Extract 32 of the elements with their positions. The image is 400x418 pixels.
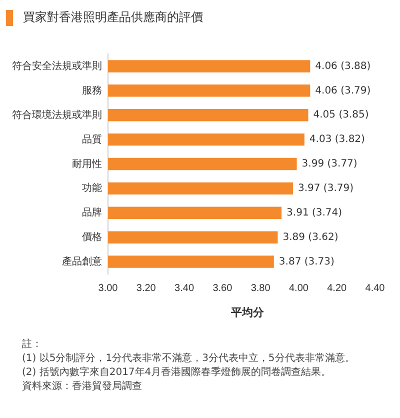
data-label: 4.05 (3.85) (313, 110, 369, 121)
y-tick-label: 品牌 (82, 206, 102, 219)
x-tick-label: 3.20 (136, 282, 156, 294)
source-note: 資料來源：香港貿發局調查 (22, 380, 143, 394)
y-tick-label: 耐用性 (72, 158, 102, 170)
y-tick-label: 品質 (82, 133, 102, 146)
text: (1) 以5分制評分，1分代表非常不滿意，3分代表中立，5分代表非常滿意。 (22, 352, 355, 366)
x-tick-label: 4.20 (327, 282, 348, 294)
y-tick-label: 服務 (82, 84, 102, 96)
chart-title: 買家對香港照明產品供應商的評價 (23, 9, 203, 26)
y-tick-label: 產品創意 (62, 256, 102, 268)
text: 註： (22, 338, 43, 352)
x-tick-label: 3.40 (174, 282, 194, 294)
x-tick-label: 4.40 (365, 282, 386, 294)
data-label: 3.87 (3.73) (278, 256, 335, 268)
data-label: 3.97 (3.79) (298, 183, 354, 194)
y-tick-label: 符合環境法規或準則 (12, 108, 102, 121)
x-tick-label: 3.00 (98, 282, 118, 294)
data-label: 4.03 (3.82) (309, 134, 366, 146)
data-label: 3.91 (3.74) (286, 207, 342, 218)
x-axis-title: 平均分 (230, 305, 265, 320)
data-label: 4.06 (3.88) (315, 60, 371, 72)
data-label: 4.06 (3.79) (315, 85, 371, 96)
text: (2) 括號內數字來自2017年4月香港國際春季燈飾展的問卷調查結果。 (22, 366, 332, 380)
y-tick-label: 價格 (82, 231, 102, 244)
x-tick-label: 4.00 (288, 282, 309, 294)
y-tick-label: 功能 (82, 182, 102, 194)
y-tick-label: 符合安全法規或準則 (12, 60, 102, 72)
x-tick-label: 3.60 (212, 282, 233, 294)
data-label: 3.99 (3.77) (302, 158, 358, 170)
data-label: 3.89 (3.62) (282, 232, 338, 243)
x-tick-label: 3.80 (250, 282, 271, 294)
